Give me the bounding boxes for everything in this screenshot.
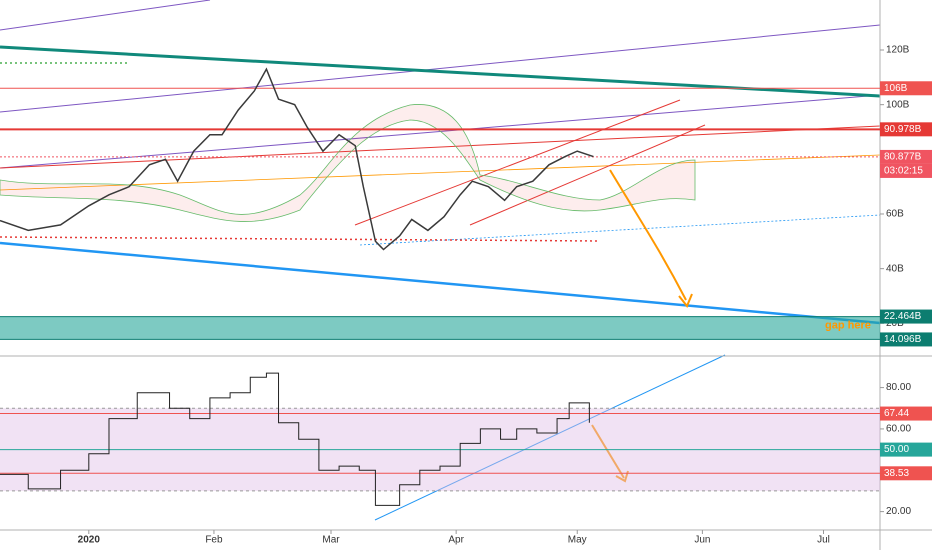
y-tick-label: 100B (886, 99, 910, 110)
y-tick-label: 60.00 (886, 424, 911, 435)
level-label: 22.464B (884, 311, 922, 322)
trendline (0, 241, 881, 325)
x-tick-label: May (568, 535, 587, 546)
countdown: 03:02:15 (884, 166, 923, 177)
level-tag (880, 466, 932, 481)
y-tick-label: 20.00 (886, 506, 911, 517)
level-label: 38.53 (884, 468, 909, 479)
y-tick-label: 60B (886, 209, 904, 220)
trendline (359, 214, 881, 246)
level-label: 90.978B (884, 124, 922, 135)
y-tick-label: 80.00 (886, 382, 911, 393)
x-tick-label: Feb (205, 535, 223, 546)
rsi-trendline (374, 354, 726, 521)
trendline (0, 125, 881, 169)
x-tick-label: Mar (322, 535, 340, 546)
level-label: 14.096B (884, 334, 922, 345)
countdown-tag (880, 163, 932, 178)
cloud (0, 104, 696, 222)
level-label: 80.877B (884, 152, 922, 163)
x-tick-label: 2020 (78, 535, 101, 546)
rsi-line (0, 372, 590, 506)
price-line (0, 67, 594, 251)
trendline (0, 154, 881, 191)
level-tag (880, 332, 932, 347)
x-tick-label: Jul (817, 535, 830, 546)
annotation: gap here (825, 319, 871, 331)
trendline (0, 24, 881, 113)
x-tick-label: Apr (448, 535, 464, 546)
level-tag (880, 442, 932, 457)
x-tick-label: Jun (694, 535, 710, 546)
trendline (0, 0, 211, 31)
level-tag (880, 309, 932, 324)
level-tag (880, 149, 932, 164)
drawings (0, 0, 881, 521)
level-tag (880, 406, 932, 421)
y-tick-label: 40B (886, 263, 904, 274)
arrow (609, 169, 687, 301)
channel (469, 124, 706, 226)
dotted-level (0, 236, 601, 242)
level-label: 50.00 (884, 444, 909, 455)
arrow-head (615, 470, 629, 483)
level-tag (880, 122, 932, 137)
level-label: 67.44 (884, 408, 909, 419)
channel (354, 99, 681, 226)
level-tag (880, 81, 932, 96)
arrow (591, 424, 625, 479)
level-label: 106B (884, 83, 908, 94)
gap-zone (0, 316, 880, 340)
arrow-head (678, 293, 693, 308)
y-tick-label: 120B (886, 45, 910, 56)
